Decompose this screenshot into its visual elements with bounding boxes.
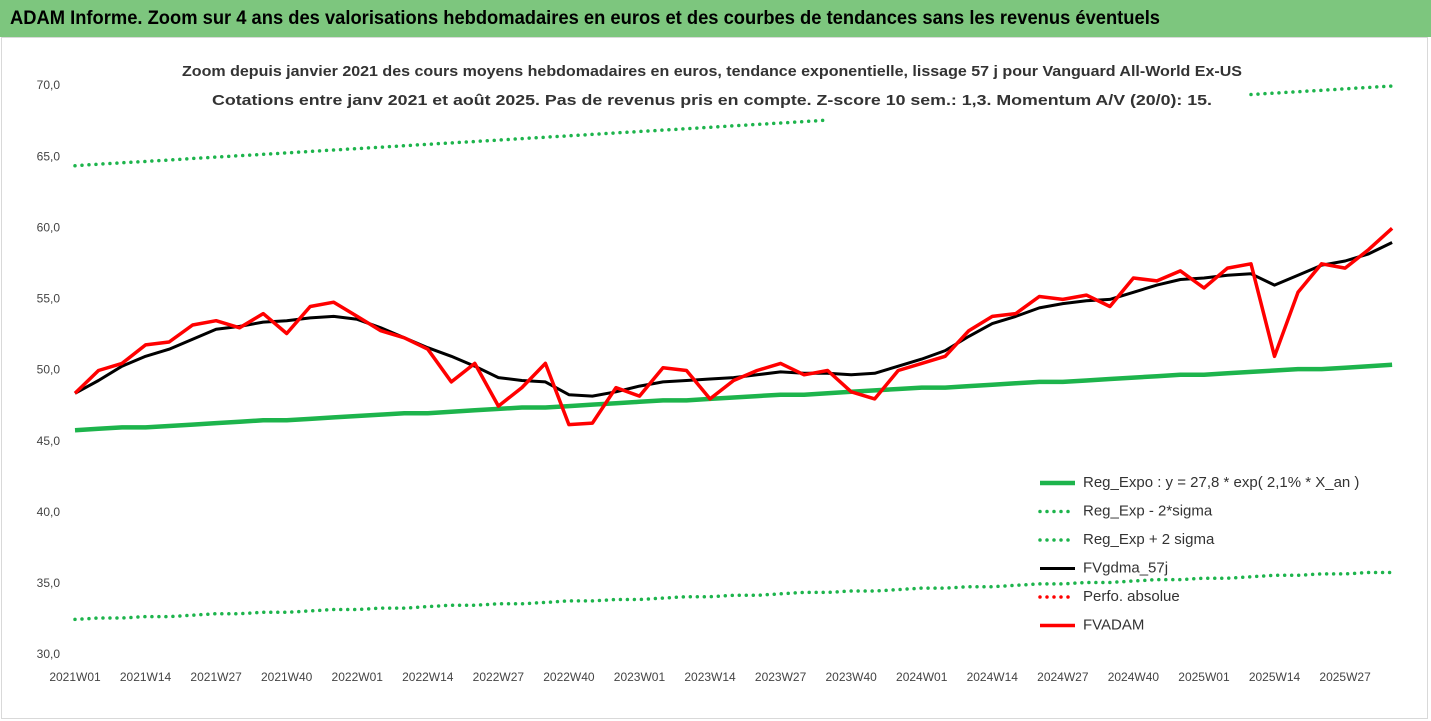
x-tick-label: 2024W40 <box>1108 670 1160 684</box>
plot-frame <box>1 37 1428 719</box>
legend-label: Reg_Exp - 2*sigma <box>1083 502 1213 519</box>
x-tick-label: 2025W01 <box>1178 670 1230 684</box>
y-tick-label: 50,0 <box>37 363 61 377</box>
x-tick-label: 2023W40 <box>825 670 877 684</box>
legend-label: FVgdma_57j <box>1083 559 1168 576</box>
y-tick-label: 30,0 <box>37 647 61 661</box>
x-tick-label: 2021W27 <box>190 670 242 684</box>
series-line <box>74 241 1393 398</box>
x-tick-label: 2024W27 <box>1037 670 1089 684</box>
x-tick-label: 2022W14 <box>402 670 454 684</box>
y-tick-label: 70,0 <box>37 78 61 92</box>
x-tick-label: 2024W01 <box>896 670 948 684</box>
x-tick-label: 2022W27 <box>473 670 525 684</box>
subtitle-box <box>180 56 1244 116</box>
chart-title: ADAM Informe. Zoom sur 4 ans des valoris… <box>10 8 1160 29</box>
y-tick-label: 45,0 <box>37 434 61 448</box>
series-line <box>73 84 1394 168</box>
chart-subtitle: Zoom depuis janvier 2021 des cours moyen… <box>182 63 1242 80</box>
y-tick-label: 65,0 <box>37 149 61 163</box>
x-tick-label: 2024W14 <box>967 670 1019 684</box>
legend-label: Reg_Expo : y = 27,8 * exp( 2,1% * X_an ) <box>1083 474 1359 491</box>
x-tick-label: 2023W01 <box>614 670 666 684</box>
x-tick-label: 2023W14 <box>684 670 736 684</box>
x-tick-label: 2021W40 <box>261 670 313 684</box>
x-tick-label: 2022W01 <box>332 670 384 684</box>
x-tick-label: 2022W40 <box>543 670 595 684</box>
y-tick-label: 60,0 <box>37 220 61 234</box>
chart-subtitle: Cotations entre janv 2021 et août 2025. … <box>212 92 1212 109</box>
x-tick-label: 2021W14 <box>120 670 172 684</box>
x-tick-label: 2025W27 <box>1319 670 1371 684</box>
series-line <box>74 362 1393 433</box>
x-tick-label: 2021W01 <box>49 670 101 684</box>
title-bar <box>0 0 1431 37</box>
x-tick-label: 2025W14 <box>1249 670 1301 684</box>
legend-label: Perfo. absolue <box>1083 588 1180 605</box>
y-tick-label: 35,0 <box>37 576 61 590</box>
x-tick-label: 2023W27 <box>755 670 807 684</box>
y-tick-label: 55,0 <box>37 292 61 306</box>
series-line <box>73 570 1394 622</box>
y-tick-label: 40,0 <box>37 505 61 519</box>
series-line <box>73 227 1394 427</box>
legend-label: Reg_Exp + 2 sigma <box>1083 531 1215 548</box>
legend-label: FVADAM <box>1083 616 1144 633</box>
